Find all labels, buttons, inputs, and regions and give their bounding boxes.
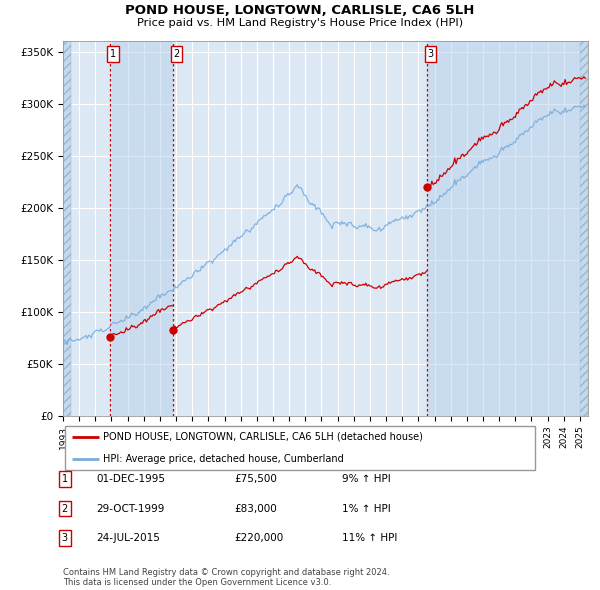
Text: £220,000: £220,000: [234, 533, 283, 543]
Text: 3: 3: [427, 49, 433, 59]
Bar: [63, 41, 71, 416]
Text: 1% ↑ HPI: 1% ↑ HPI: [342, 504, 391, 513]
Text: 29-OCT-1999: 29-OCT-1999: [96, 504, 164, 513]
Text: Price paid vs. HM Land Registry's House Price Index (HPI): Price paid vs. HM Land Registry's House …: [137, 18, 463, 28]
Text: 24-JUL-2015: 24-JUL-2015: [96, 533, 160, 543]
Bar: [110, 41, 173, 416]
Text: Contains HM Land Registry data © Crown copyright and database right 2024.
This d: Contains HM Land Registry data © Crown c…: [63, 568, 389, 587]
Text: £83,000: £83,000: [234, 504, 277, 513]
Text: £75,500: £75,500: [234, 474, 277, 484]
Text: 2: 2: [62, 504, 68, 513]
Text: HPI: Average price, detached house, Cumberland: HPI: Average price, detached house, Cumb…: [103, 454, 344, 464]
Text: 3: 3: [62, 533, 68, 543]
Text: POND HOUSE, LONGTOWN, CARLISLE, CA6 5LH (detached house): POND HOUSE, LONGTOWN, CARLISLE, CA6 5LH …: [103, 432, 423, 442]
Text: 01-DEC-1995: 01-DEC-1995: [96, 474, 165, 484]
Text: 1: 1: [110, 49, 116, 59]
Text: 9% ↑ HPI: 9% ↑ HPI: [342, 474, 391, 484]
Text: POND HOUSE, LONGTOWN, CARLISLE, CA6 5LH: POND HOUSE, LONGTOWN, CARLISLE, CA6 5LH: [125, 4, 475, 17]
Bar: [580, 41, 588, 416]
Bar: [427, 41, 580, 416]
Text: 11% ↑ HPI: 11% ↑ HPI: [342, 533, 397, 543]
Text: 2: 2: [173, 49, 179, 59]
FancyBboxPatch shape: [65, 425, 535, 470]
Text: 1: 1: [62, 474, 68, 484]
